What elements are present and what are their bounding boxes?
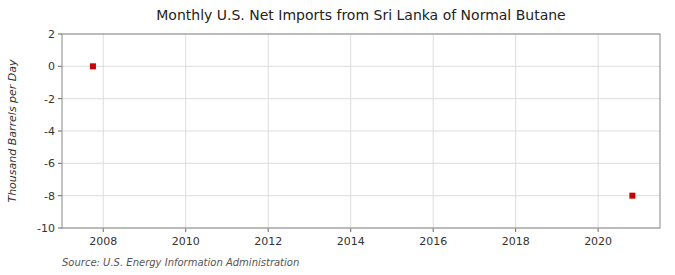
y-tick — [58, 131, 62, 132]
y-grid-line — [62, 163, 660, 164]
x-tick-label: 2012 — [254, 235, 282, 248]
y-tick — [58, 163, 62, 164]
x-tick-label: 2020 — [584, 235, 612, 248]
plot-background — [62, 34, 660, 228]
y-tick-label: -6 — [44, 157, 55, 170]
y-tick — [58, 228, 62, 229]
y-grid-line — [62, 66, 660, 67]
data-point — [90, 63, 96, 69]
x-tick-label: 2014 — [337, 235, 365, 248]
x-tick — [515, 228, 516, 232]
axes: 2008 2010 2012 2014 2016 2018 2020 -10 -8 -6 -4 -2 0… — [37, 28, 660, 248]
x-tick-label: 2018 — [502, 235, 530, 248]
y-tick — [58, 66, 62, 67]
chart-svg: 2008 2010 2012 2014 2016 2018 2020 -10 -8 -6 -4 -2 0… — [0, 0, 675, 275]
data-point — [629, 193, 635, 199]
x-tick-label: 2010 — [172, 235, 200, 248]
x-tick — [598, 228, 599, 232]
y-tick — [58, 195, 62, 196]
y-tick — [58, 98, 62, 99]
y-tick — [58, 34, 62, 35]
y-tick-label: -4 — [44, 125, 55, 138]
x-tick — [185, 228, 186, 232]
x-tick — [433, 228, 434, 232]
x-tick-label: 2008 — [89, 235, 117, 248]
y-grid-line — [62, 98, 660, 99]
y-tick-label: -8 — [44, 190, 55, 203]
plot-frame — [62, 34, 660, 228]
points — [90, 63, 635, 198]
chart-container: 2008 2010 2012 2014 2016 2018 2020 -10 -8 -6 -4 -2 0… — [0, 0, 675, 275]
source-note: Source: U.S. Energy Information Administ… — [62, 257, 299, 268]
y-grid-line — [62, 131, 660, 132]
x-tick-label: 2016 — [419, 235, 447, 248]
y-grid-line — [62, 195, 660, 196]
x-tick — [103, 228, 104, 232]
y-axis-label: Thousand Barrels per Day — [6, 59, 19, 203]
x-tick — [350, 228, 351, 232]
y-tick-label: -2 — [44, 93, 55, 106]
x-tick — [268, 228, 269, 232]
chart-title: Monthly U.S. Net Imports from Sri Lanka … — [156, 7, 565, 23]
y-tick-label: -10 — [37, 222, 55, 235]
y-tick-label: 2 — [48, 28, 55, 41]
y-tick-label: 0 — [48, 60, 55, 73]
